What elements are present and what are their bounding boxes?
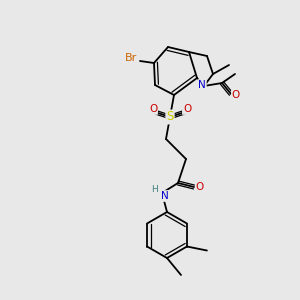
Text: S: S <box>166 110 174 124</box>
Text: O: O <box>232 90 240 100</box>
Text: Br: Br <box>125 53 137 63</box>
Text: O: O <box>149 104 157 114</box>
Text: N: N <box>161 191 169 201</box>
Text: H: H <box>152 185 158 194</box>
Text: O: O <box>196 182 204 192</box>
Text: N: N <box>198 80 206 90</box>
Text: O: O <box>183 104 191 114</box>
